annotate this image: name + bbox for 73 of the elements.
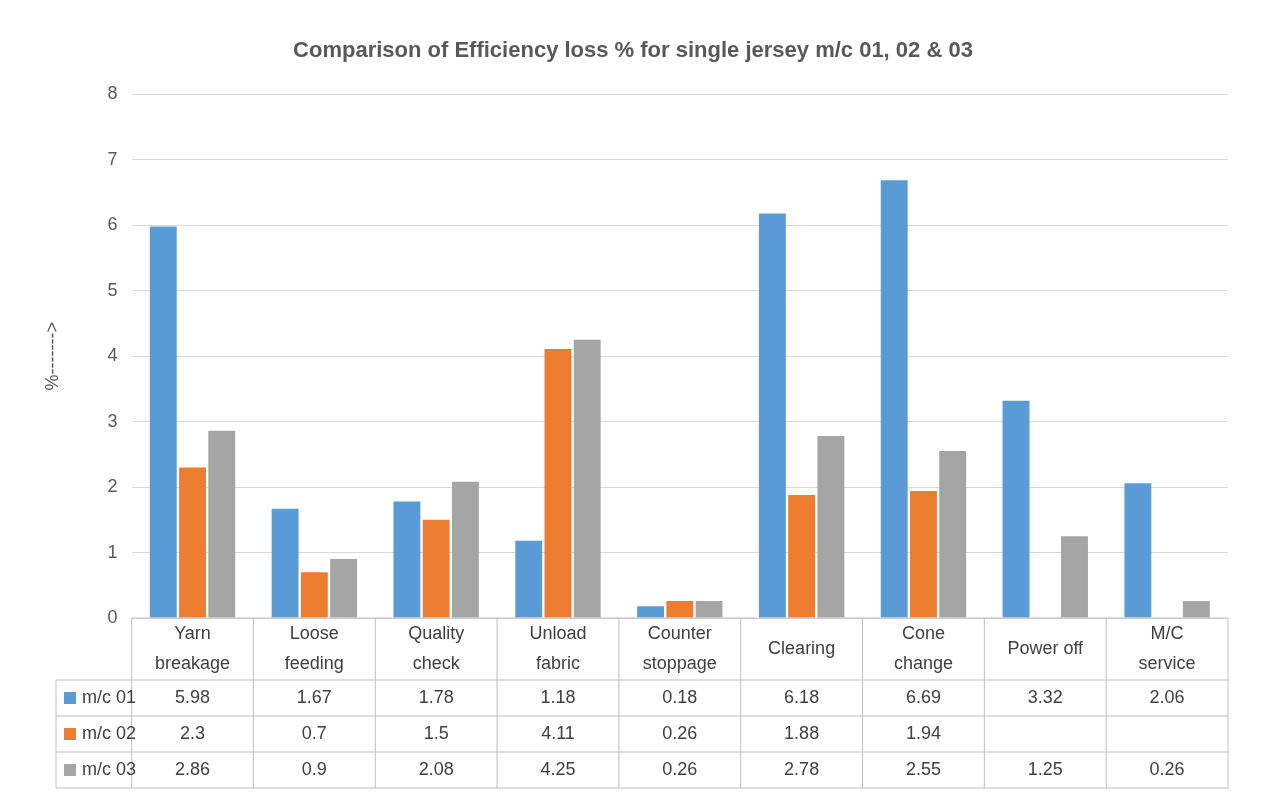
x-tick-label: Power off bbox=[1007, 637, 1085, 658]
data-label: 6.69 bbox=[905, 686, 941, 707]
x-tick-label: Unload fabric bbox=[529, 622, 587, 673]
bar bbox=[1124, 483, 1152, 618]
bar bbox=[544, 349, 572, 618]
x-tick-label: M/C service bbox=[1138, 622, 1196, 673]
data-label: 2.3 bbox=[180, 722, 206, 743]
bar bbox=[695, 600, 723, 618]
y-tick-label: 5 bbox=[107, 279, 118, 300]
bar bbox=[451, 481, 479, 618]
y-tick-label: 3 bbox=[107, 410, 118, 431]
data-label: 2.78 bbox=[784, 758, 820, 779]
data-label: 0.26 bbox=[1149, 758, 1185, 779]
bar bbox=[817, 436, 845, 618]
bar bbox=[1182, 600, 1210, 618]
data-label: 0.26 bbox=[662, 758, 698, 779]
data-label: 0.26 bbox=[662, 722, 698, 743]
bar bbox=[149, 226, 177, 618]
data-label: 0.7 bbox=[301, 722, 327, 743]
y-tick-label: 2 bbox=[107, 476, 118, 497]
bar bbox=[788, 494, 816, 618]
bar bbox=[1002, 400, 1030, 618]
x-tick-label: Clearing bbox=[768, 637, 836, 658]
y-tick-label: 0 bbox=[107, 606, 118, 627]
x-tick-label: Quality check bbox=[408, 622, 465, 673]
x-tick-label: Loose feeding bbox=[284, 622, 344, 673]
data-label: 3.32 bbox=[1027, 686, 1063, 707]
bar bbox=[330, 559, 358, 618]
data-label: 5.98 bbox=[175, 686, 211, 707]
data-label: 2.06 bbox=[1149, 686, 1185, 707]
bar bbox=[637, 606, 665, 618]
bar bbox=[1061, 536, 1088, 618]
bar bbox=[910, 491, 937, 618]
data-label: 1.78 bbox=[418, 686, 454, 707]
bar bbox=[758, 213, 786, 618]
data-label: 1.67 bbox=[296, 686, 332, 707]
data-label: 1.5 bbox=[423, 722, 449, 743]
chart-title: Comparison of Efficiency loss % for single jersey m/c 01, 02 & 03 bbox=[293, 37, 973, 63]
data-label: 0.9 bbox=[301, 758, 327, 779]
data-label: 4.25 bbox=[540, 758, 576, 779]
bar bbox=[271, 508, 299, 618]
legend-label: m/c 01 bbox=[82, 686, 137, 707]
bar bbox=[300, 572, 328, 618]
data-label: 2.86 bbox=[175, 758, 211, 779]
bar bbox=[393, 501, 421, 618]
data-label: 4.11 bbox=[541, 722, 575, 743]
data-label: 0.18 bbox=[662, 686, 698, 707]
y-tick-label: 8 bbox=[107, 83, 118, 104]
bar bbox=[880, 180, 908, 618]
data-label: 2.55 bbox=[905, 758, 941, 779]
data-label: 1.94 bbox=[905, 722, 941, 743]
legend-label: m/c 03 bbox=[82, 758, 137, 779]
data-label: 1.25 bbox=[1027, 758, 1063, 779]
x-tick-label: Counter stoppage bbox=[642, 622, 717, 673]
y-tick-label: 4 bbox=[107, 345, 118, 366]
y-tick-label: 6 bbox=[107, 214, 118, 235]
x-tick-label: Yarn breakage bbox=[154, 622, 231, 673]
data-label: 6.18 bbox=[784, 686, 820, 707]
data-label: 2.08 bbox=[418, 758, 454, 779]
bar bbox=[573, 339, 601, 618]
y-tick-label: 1 bbox=[107, 541, 118, 562]
bar bbox=[208, 430, 236, 618]
y-tick-label: 7 bbox=[107, 148, 118, 169]
x-tick-label: Cone change bbox=[893, 622, 953, 673]
y-axis-title: %-------> bbox=[41, 321, 62, 391]
legend-label: m/c 02 bbox=[82, 722, 137, 743]
data-label: 1.88 bbox=[784, 722, 820, 743]
bar bbox=[515, 540, 543, 618]
bar bbox=[422, 519, 450, 618]
bar bbox=[666, 600, 694, 618]
bar bbox=[939, 451, 967, 618]
bar bbox=[179, 467, 206, 618]
data-label: 1.18 bbox=[540, 686, 576, 707]
